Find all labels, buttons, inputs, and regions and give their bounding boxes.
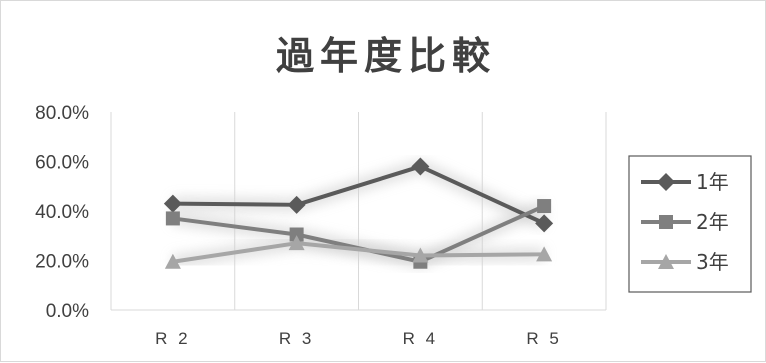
legend-entry: 2年 — [641, 210, 729, 234]
legend-label: 2年 — [696, 210, 729, 234]
series-line — [172, 241, 545, 264]
legend-marker — [658, 254, 674, 269]
y-tick-label: 60.0% — [35, 153, 89, 174]
x-tick-label: R 2 — [155, 329, 190, 348]
legend-entry: 3年 — [641, 250, 729, 274]
legend-label: 3年 — [696, 250, 729, 274]
legend-label: 1年 — [696, 170, 729, 194]
data-point — [535, 214, 554, 233]
data-point — [537, 199, 552, 214]
data-point — [287, 195, 306, 214]
series-line — [172, 164, 545, 226]
y-tick-label: 40.0% — [35, 202, 89, 223]
data-point — [288, 235, 305, 251]
gridlines — [110, 112, 607, 310]
legend-marker — [659, 215, 673, 229]
axes: 80.0% 60.0% 40.0% 20.0% 0.0% R 2 R 3 R 4 R 5 — [35, 103, 606, 348]
x-tick-label: R 4 — [403, 329, 438, 348]
data-point — [164, 253, 181, 269]
chart-title: 過年度比較 — [276, 34, 496, 78]
series-1 — [163, 157, 554, 233]
data-point — [163, 194, 182, 213]
legend-entry: 1年 — [641, 170, 729, 194]
series-3 — [164, 235, 553, 269]
data-point — [411, 157, 430, 176]
data-point — [536, 246, 553, 262]
x-tick-label: R 3 — [279, 329, 314, 348]
series-lines — [163, 157, 554, 269]
legend-marker — [657, 173, 675, 191]
data-point — [412, 247, 429, 263]
y-tick-label: 80.0% — [35, 103, 89, 124]
data-point — [289, 227, 304, 242]
y-tick-label: 0.0% — [46, 301, 89, 322]
data-point — [165, 211, 180, 226]
x-tick-label: R 5 — [526, 329, 561, 348]
legend: 1年 2年 3年 — [628, 155, 752, 293]
y-tick-label: 20.0% — [35, 252, 89, 273]
